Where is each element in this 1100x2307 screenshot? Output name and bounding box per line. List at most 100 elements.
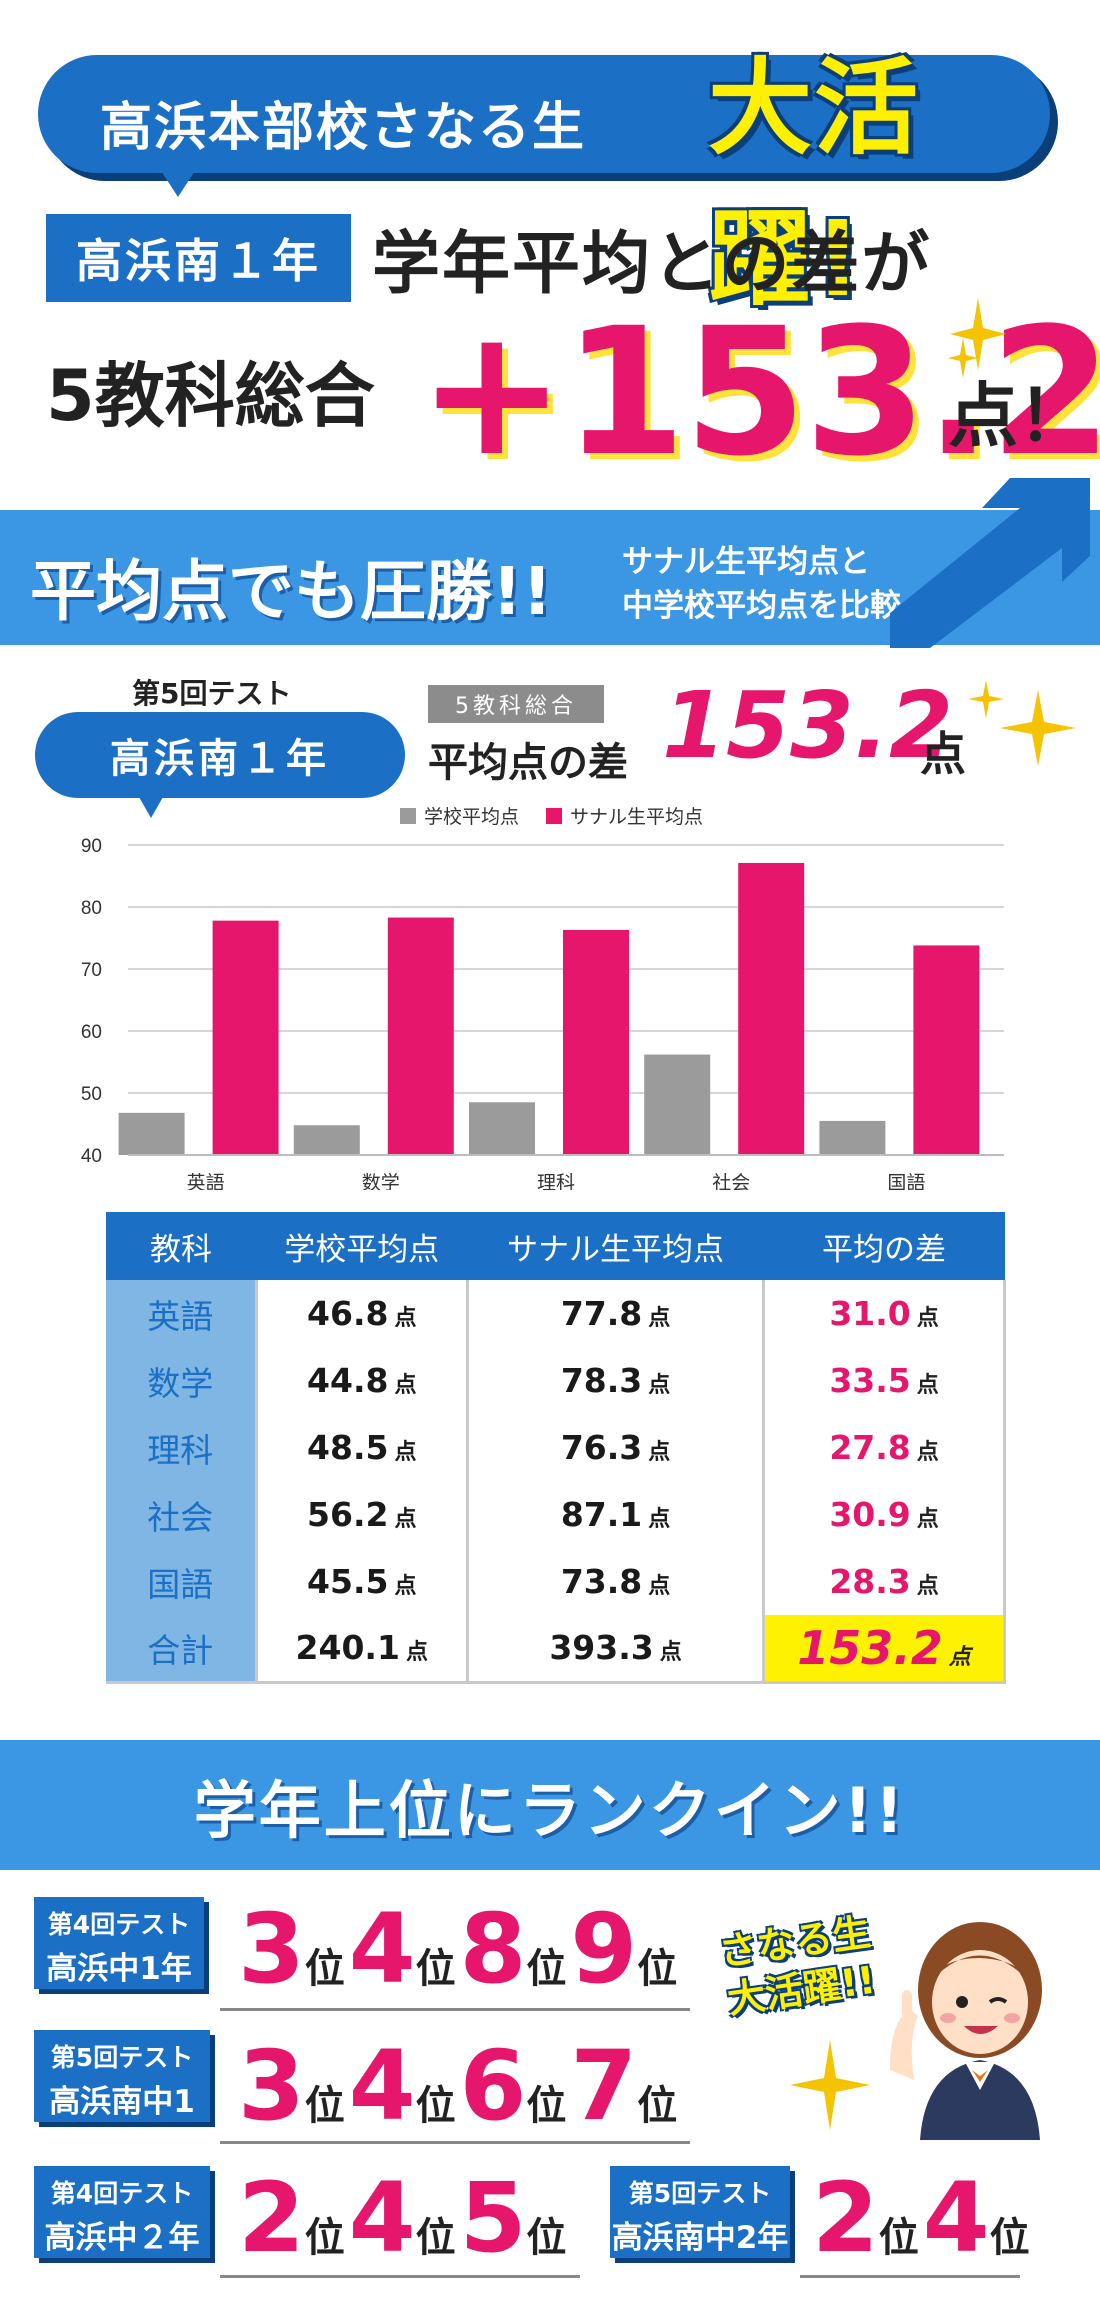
cell-value: 英語 xyxy=(147,1296,214,1336)
table-row: 社会 56.2 点 87.1 点 30.9 点 xyxy=(106,1481,1006,1548)
ranking-banner: 学年上位にランクイン!! xyxy=(0,1740,1100,1870)
sparkle-icon xyxy=(948,338,978,378)
ranking-test-tag: 第5回テスト 高浜南中1年 xyxy=(34,2030,210,2165)
rank-number: 4 xyxy=(348,2162,416,2274)
x-tick-label: 社会 xyxy=(712,1172,750,1190)
cell-unit: 点 xyxy=(394,1440,417,1465)
y-tick-label: 90 xyxy=(81,836,102,857)
table-row: 数学 44.8 点 78.3 点 33.5 点 xyxy=(106,1347,1006,1414)
sanaru-average-cell: 73.8 点 xyxy=(465,1548,766,1615)
bubble-tail xyxy=(135,790,167,818)
difference-cell: 30.9 点 xyxy=(762,1481,1006,1548)
big-score-unit: 点！ xyxy=(948,375,1088,457)
table-header: 平均の差 xyxy=(763,1212,1005,1280)
headline-line2-prefix: 5教科総合 xyxy=(46,355,375,437)
ranking-test-name: 第4回テスト xyxy=(50,2179,194,2208)
cell-value: 数学 xyxy=(147,1363,214,1403)
average-diff-value: 153.2 xyxy=(662,672,954,779)
table-header: 教科 xyxy=(106,1212,256,1280)
legend-label: 学校平均点 xyxy=(424,806,519,828)
bar-school xyxy=(644,1054,711,1155)
cell-unit: 点 xyxy=(916,1373,939,1398)
banner-sub-text: サナル生平均点と 中学校平均点を比較 xyxy=(622,540,901,628)
difference-cell: 31.0 点 xyxy=(762,1280,1006,1347)
cell-unit: 点 xyxy=(648,1373,671,1398)
bar-sanaru xyxy=(913,945,980,1155)
cell-value: 240.1 xyxy=(295,1628,400,1668)
bar-sanaru xyxy=(563,929,629,1155)
legend-swatch xyxy=(400,808,416,824)
cell-unit: 点 xyxy=(394,1574,417,1599)
average-diff-unit: 点 xyxy=(920,727,966,781)
cell-unit: 点 xyxy=(648,1507,671,1532)
rank-suffix: 位 xyxy=(637,1946,678,1992)
up-arrow-icon xyxy=(890,478,1090,648)
cell-value: 87.1 xyxy=(560,1495,643,1534)
school-average-cell: 44.8 点 xyxy=(254,1347,469,1414)
y-tick-label: 70 xyxy=(81,960,102,981)
school-average-cell: 48.5 点 xyxy=(254,1414,469,1481)
bar-sanaru xyxy=(738,862,805,1155)
ranking-underline xyxy=(220,2275,580,2278)
rank-suffix: 位 xyxy=(304,2215,345,2261)
cell-unit: 点 xyxy=(648,1440,671,1465)
banner-main-text: 平均点でも圧勝!! xyxy=(30,553,553,630)
sanaru-average-cell: 393.3 点 xyxy=(465,1615,766,1684)
difference-cell: 27.8 点 xyxy=(762,1414,1006,1481)
rank-suffix: 位 xyxy=(415,1946,456,1992)
rank-number: 5 xyxy=(459,2162,527,2274)
cell-value: 社会 xyxy=(147,1497,214,1537)
ranking-test-name: 第5回テスト xyxy=(50,2043,194,2072)
headline-line1: 学年平均との差が xyxy=(372,225,932,304)
cell-value: 73.8 xyxy=(560,1562,643,1601)
bar-sanaru xyxy=(387,917,454,1155)
chart-test-label: 第5回テスト xyxy=(132,677,292,710)
ranking-values: 3位4位6位7位 xyxy=(238,2030,681,2142)
bar-school xyxy=(819,1120,886,1155)
cell-value: 国語 xyxy=(147,1564,214,1604)
bar-school xyxy=(469,1102,535,1155)
rank-suffix: 位 xyxy=(415,2215,456,2261)
ranking-test-tag: 第5回テスト 高浜南中2年 xyxy=(610,2166,790,2258)
sanaru-average-cell: 77.8 点 xyxy=(465,1280,766,1347)
cell-value: 393.3 xyxy=(549,1628,654,1668)
ranking-test-tag: 第4回テスト 高浜中２年 xyxy=(34,2166,210,2258)
rank-suffix: 位 xyxy=(878,2215,919,2261)
sparkle-icon xyxy=(968,680,1076,766)
cell-value: 28.3 xyxy=(829,1562,911,1601)
school-average-cell: 56.2 点 xyxy=(254,1481,469,1548)
grade-label: 高浜南１年 xyxy=(46,214,351,302)
rank-suffix: 位 xyxy=(526,2083,567,2129)
ranking-values: 2位4位 xyxy=(812,2162,1034,2274)
y-tick-label: 60 xyxy=(81,1022,102,1043)
rank-number: 3 xyxy=(238,2030,305,2142)
subject-cell: 国語 xyxy=(106,1548,256,1615)
rank-number: 7 xyxy=(570,2030,638,2142)
sparkle-icon xyxy=(950,298,1006,370)
bar-sanaru xyxy=(212,920,279,1155)
table-header-row: 教科 学校平均点 サナル生平均点 平均の差 xyxy=(106,1212,1005,1280)
cell-value: 46.8 xyxy=(307,1294,389,1333)
rank-suffix: 位 xyxy=(526,1946,567,1992)
table-row: 英語 46.8 点 77.8 点 31.0 点 xyxy=(106,1280,1006,1347)
five-subject-tag: 5教科総合 xyxy=(428,685,604,723)
ranking-test-tag: 第4回テスト 高浜中1年 xyxy=(34,1897,204,1989)
cell-unit: 点 xyxy=(659,1640,682,1666)
score-table: 教科 学校平均点 サナル生平均点 平均の差 英語 46.8 点 77.8 点 31.0 点数… xyxy=(106,1212,1006,1684)
chart-school-name: 高浜南１年 xyxy=(110,736,330,782)
subject-cell: 合計 xyxy=(106,1615,256,1684)
bubble-text: 高浜本部校さなる生 xyxy=(100,98,587,158)
cell-unit: 点 xyxy=(916,1440,939,1465)
school-average-cell: 46.8 点 xyxy=(254,1280,469,1347)
headline-bubble: 高浜本部校さなる生 大活躍! xyxy=(38,47,1050,320)
cell-value: 48.5 xyxy=(307,1428,389,1467)
student-illustration xyxy=(890,1922,1042,2140)
y-tick-label: 50 xyxy=(81,1084,102,1105)
ranking-underline xyxy=(220,2008,690,2011)
sanaru-average-cell: 87.1 点 xyxy=(465,1481,766,1548)
table-row: 理科 48.5 点 76.3 点 27.8 点 xyxy=(106,1414,1006,1481)
rank-number: 2 xyxy=(812,2162,879,2274)
cell-value: 合計 xyxy=(147,1630,214,1670)
cell-unit: 点 xyxy=(394,1507,417,1532)
rank-suffix: 位 xyxy=(989,2215,1030,2261)
